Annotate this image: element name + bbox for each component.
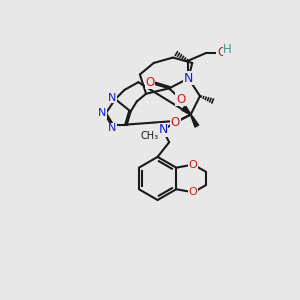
Text: N: N <box>108 93 116 103</box>
Text: CH₃: CH₃ <box>141 131 159 141</box>
Polygon shape <box>190 114 199 127</box>
Text: N: N <box>184 72 193 85</box>
Text: O: O <box>217 46 226 59</box>
Text: O: O <box>189 187 198 197</box>
Text: N: N <box>108 93 116 103</box>
Text: O: O <box>145 76 154 89</box>
Text: N: N <box>184 72 193 85</box>
Text: O: O <box>145 76 154 89</box>
Text: O: O <box>171 116 180 129</box>
Text: N: N <box>158 123 168 136</box>
Text: O: O <box>171 116 180 129</box>
Text: N: N <box>158 123 168 136</box>
Text: O: O <box>176 93 185 106</box>
Text: H: H <box>223 44 232 56</box>
Text: O: O <box>217 46 226 59</box>
Text: O: O <box>189 160 198 170</box>
Text: N: N <box>108 123 116 134</box>
Text: CH₃: CH₃ <box>141 131 159 141</box>
Text: O: O <box>176 93 185 106</box>
Text: N: N <box>98 108 106 118</box>
Text: O: O <box>189 160 198 170</box>
Text: H: H <box>223 44 232 56</box>
Text: O: O <box>189 187 198 197</box>
Text: N: N <box>98 108 106 118</box>
Polygon shape <box>182 107 191 115</box>
Text: N: N <box>108 123 116 134</box>
